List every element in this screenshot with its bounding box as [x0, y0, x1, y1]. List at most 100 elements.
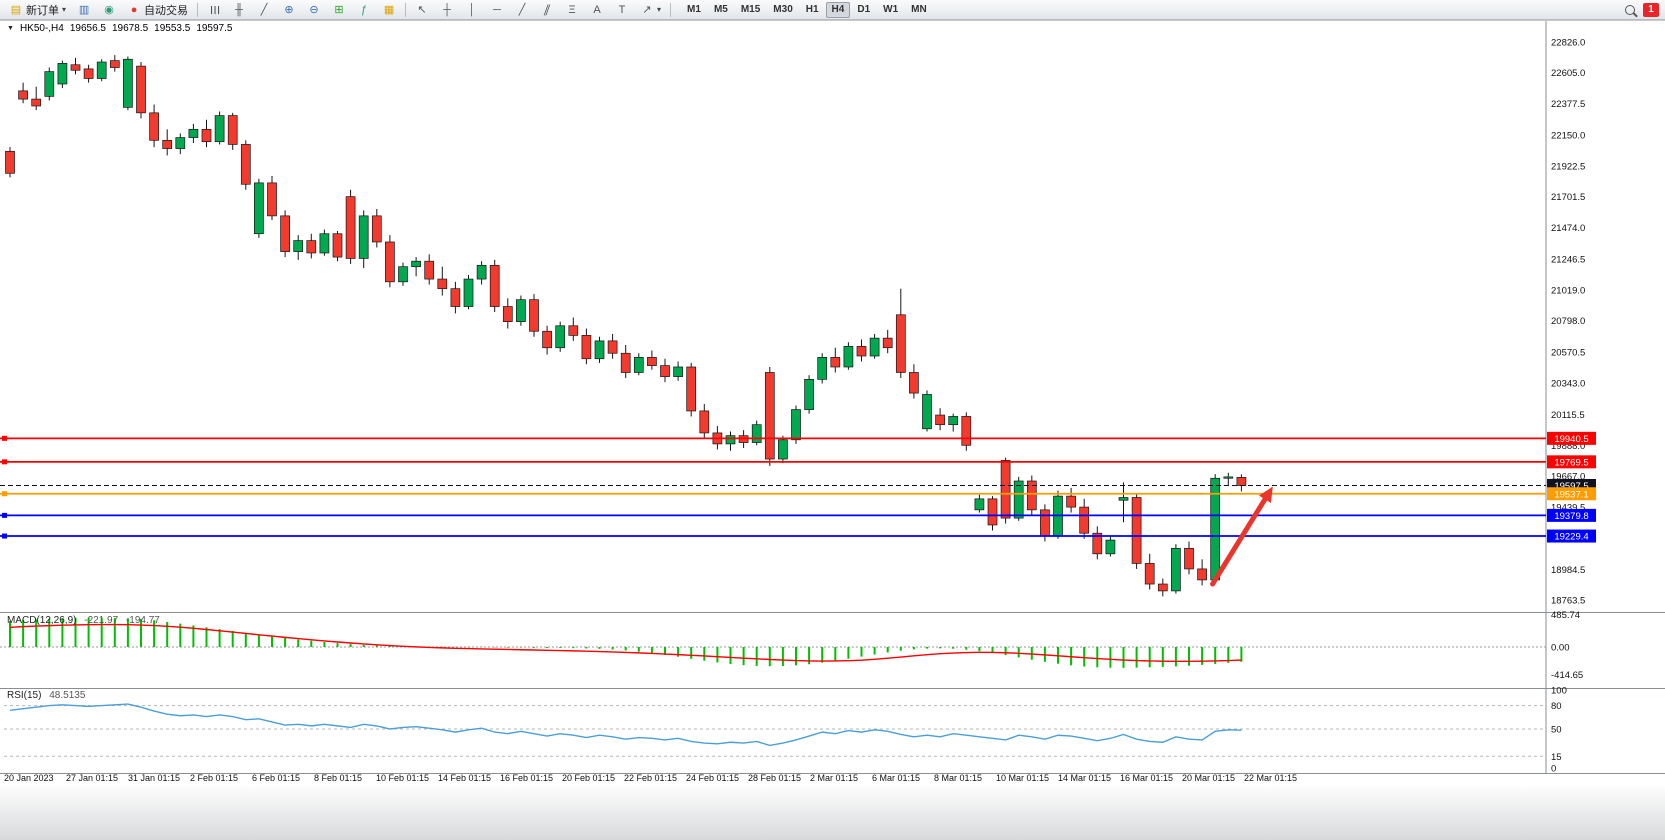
- search-icon[interactable]: [1625, 4, 1635, 15]
- time-axis-label: 20 Jan 2023: [4, 773, 54, 783]
- candle-body: [57, 63, 68, 85]
- candle-body: [882, 337, 893, 349]
- level-handle[interactable]: [2, 435, 7, 441]
- crosshair-tool-button[interactable]: ┼: [435, 1, 459, 18]
- candle-body: [1144, 563, 1155, 585]
- time-axis-label: 6 Feb 01:15: [252, 773, 300, 783]
- candle-body: [948, 416, 959, 426]
- candle-body: [568, 325, 579, 336]
- chart-profiles-button[interactable]: ▥: [72, 1, 96, 18]
- arrows-tool-button[interactable]: ↗ ▾: [635, 1, 666, 18]
- macd-signal-line: [9, 623, 1242, 663]
- candle-body: [633, 357, 644, 373]
- price-tick-label: 21474.0: [1551, 223, 1585, 234]
- price-tick-label: 21246.5: [1551, 254, 1585, 265]
- candle-body: [149, 112, 159, 141]
- candle-body: [83, 68, 94, 79]
- level-handle[interactable]: [2, 512, 7, 518]
- new-order-icon: ▤: [10, 3, 22, 16]
- tf-mn-button[interactable]: MN: [905, 2, 933, 18]
- cursor-icon: ↖: [417, 3, 427, 16]
- candle-body: [869, 337, 880, 357]
- tf-m30-button[interactable]: M30: [767, 2, 798, 18]
- price-badge: [1547, 508, 1596, 522]
- tf-h1-button[interactable]: H1: [800, 2, 825, 18]
- auto-trading-button[interactable]: ● 自动交易: [122, 1, 193, 18]
- notification-badge[interactable]: 1: [1643, 2, 1659, 17]
- tf-w1-button[interactable]: W1: [877, 2, 904, 18]
- price-tick-label: 19667.0: [1551, 471, 1585, 482]
- candle-body: [922, 394, 932, 430]
- zoom-in-button[interactable]: ⊕: [277, 1, 301, 18]
- horizontal-line-icon: ─: [493, 3, 501, 16]
- tf-m15-button[interactable]: M15: [735, 2, 766, 18]
- time-axis-label: 8 Feb 01:15: [314, 773, 362, 783]
- line-chart-mode-button[interactable]: ╱: [252, 1, 276, 18]
- candle-body: [660, 365, 670, 377]
- candle-body: [450, 288, 461, 307]
- text-tool-button[interactable]: A: [585, 1, 609, 18]
- candle-body: [1171, 547, 1181, 592]
- candle-body: [424, 260, 435, 280]
- candlestick-mode-button[interactable]: ╫: [227, 1, 251, 18]
- collapse-triangle-icon[interactable]: ▼: [7, 25, 14, 32]
- trendline-tool-button[interactable]: ╱: [510, 1, 534, 18]
- candle-body: [411, 260, 421, 268]
- candle-body: [1105, 539, 1116, 555]
- time-axis-label: 16 Mar 01:15: [1120, 773, 1173, 783]
- vertical-line-icon: │: [468, 3, 476, 16]
- horizontal-line-tool-button[interactable]: ─: [485, 1, 509, 18]
- candle-body: [1236, 477, 1247, 486]
- candle-body: [345, 196, 356, 259]
- candle-body: [1040, 509, 1050, 537]
- candle-body: [96, 61, 107, 79]
- annotation-arrow[interactable]: [1210, 490, 1272, 587]
- templates-icon: ▦: [383, 3, 395, 16]
- price-badge-label: 19940.5: [1554, 434, 1588, 445]
- channel-icon: ∥: [542, 3, 552, 16]
- candle-body: [476, 264, 487, 280]
- macd-scale-label: 485.74: [1551, 610, 1580, 621]
- time-axis-label: 31 Jan 01:15: [128, 773, 180, 783]
- candle-body: [1013, 480, 1024, 519]
- price-tick-label: 19439.5: [1551, 503, 1585, 514]
- toolbar-right-group: 1: [1625, 2, 1661, 17]
- candle-body: [332, 233, 343, 258]
- tf-m5-button[interactable]: M5: [708, 2, 734, 18]
- candle-body: [830, 357, 841, 368]
- candle-body: [594, 340, 605, 360]
- level-handle[interactable]: [2, 459, 7, 465]
- level-handle[interactable]: [2, 533, 7, 539]
- candle-body: [1118, 497, 1129, 501]
- candle-body: [581, 335, 592, 360]
- macd-scale-label: 0.00: [1551, 643, 1570, 654]
- time-axis-label: 10 Mar 01:15: [996, 773, 1049, 783]
- zoom-out-button[interactable]: ⊖: [302, 1, 326, 18]
- candle-body: [647, 357, 657, 366]
- new-order-button[interactable]: ▤ 新订单 ▾: [4, 1, 71, 18]
- tile-windows-button[interactable]: ⊞: [327, 1, 351, 18]
- bar-chart-mode-button[interactable]: ☰: [202, 1, 226, 18]
- indicators-button[interactable]: ƒ: [352, 1, 376, 18]
- fibonacci-tool-button[interactable]: Ξ: [560, 1, 584, 18]
- cursor-tool-button[interactable]: ↖: [410, 1, 434, 18]
- tf-d1-button[interactable]: D1: [851, 2, 876, 18]
- candle-body: [542, 330, 552, 349]
- alerts-button[interactable]: ◉: [97, 1, 121, 18]
- candle-body: [1000, 460, 1011, 519]
- price-badge: [1547, 529, 1596, 543]
- vertical-line-tool-button[interactable]: │: [460, 1, 484, 18]
- annotation-arrow-head[interactable]: [1259, 486, 1273, 503]
- level-handle[interactable]: [2, 491, 7, 497]
- candle-body: [319, 233, 330, 254]
- new-order-label: 新订单: [26, 4, 59, 17]
- candle-body: [935, 414, 945, 426]
- label-tool-button[interactable]: T: [610, 1, 634, 18]
- channel-tool-button[interactable]: ∥: [535, 1, 559, 18]
- bar-chart-icon: ☰: [208, 4, 221, 15]
- tf-h4-button[interactable]: H4: [825, 1, 851, 18]
- templates-button[interactable]: ▦: [377, 1, 401, 18]
- tf-m1-button[interactable]: M1: [681, 2, 707, 18]
- candle-body: [227, 115, 238, 145]
